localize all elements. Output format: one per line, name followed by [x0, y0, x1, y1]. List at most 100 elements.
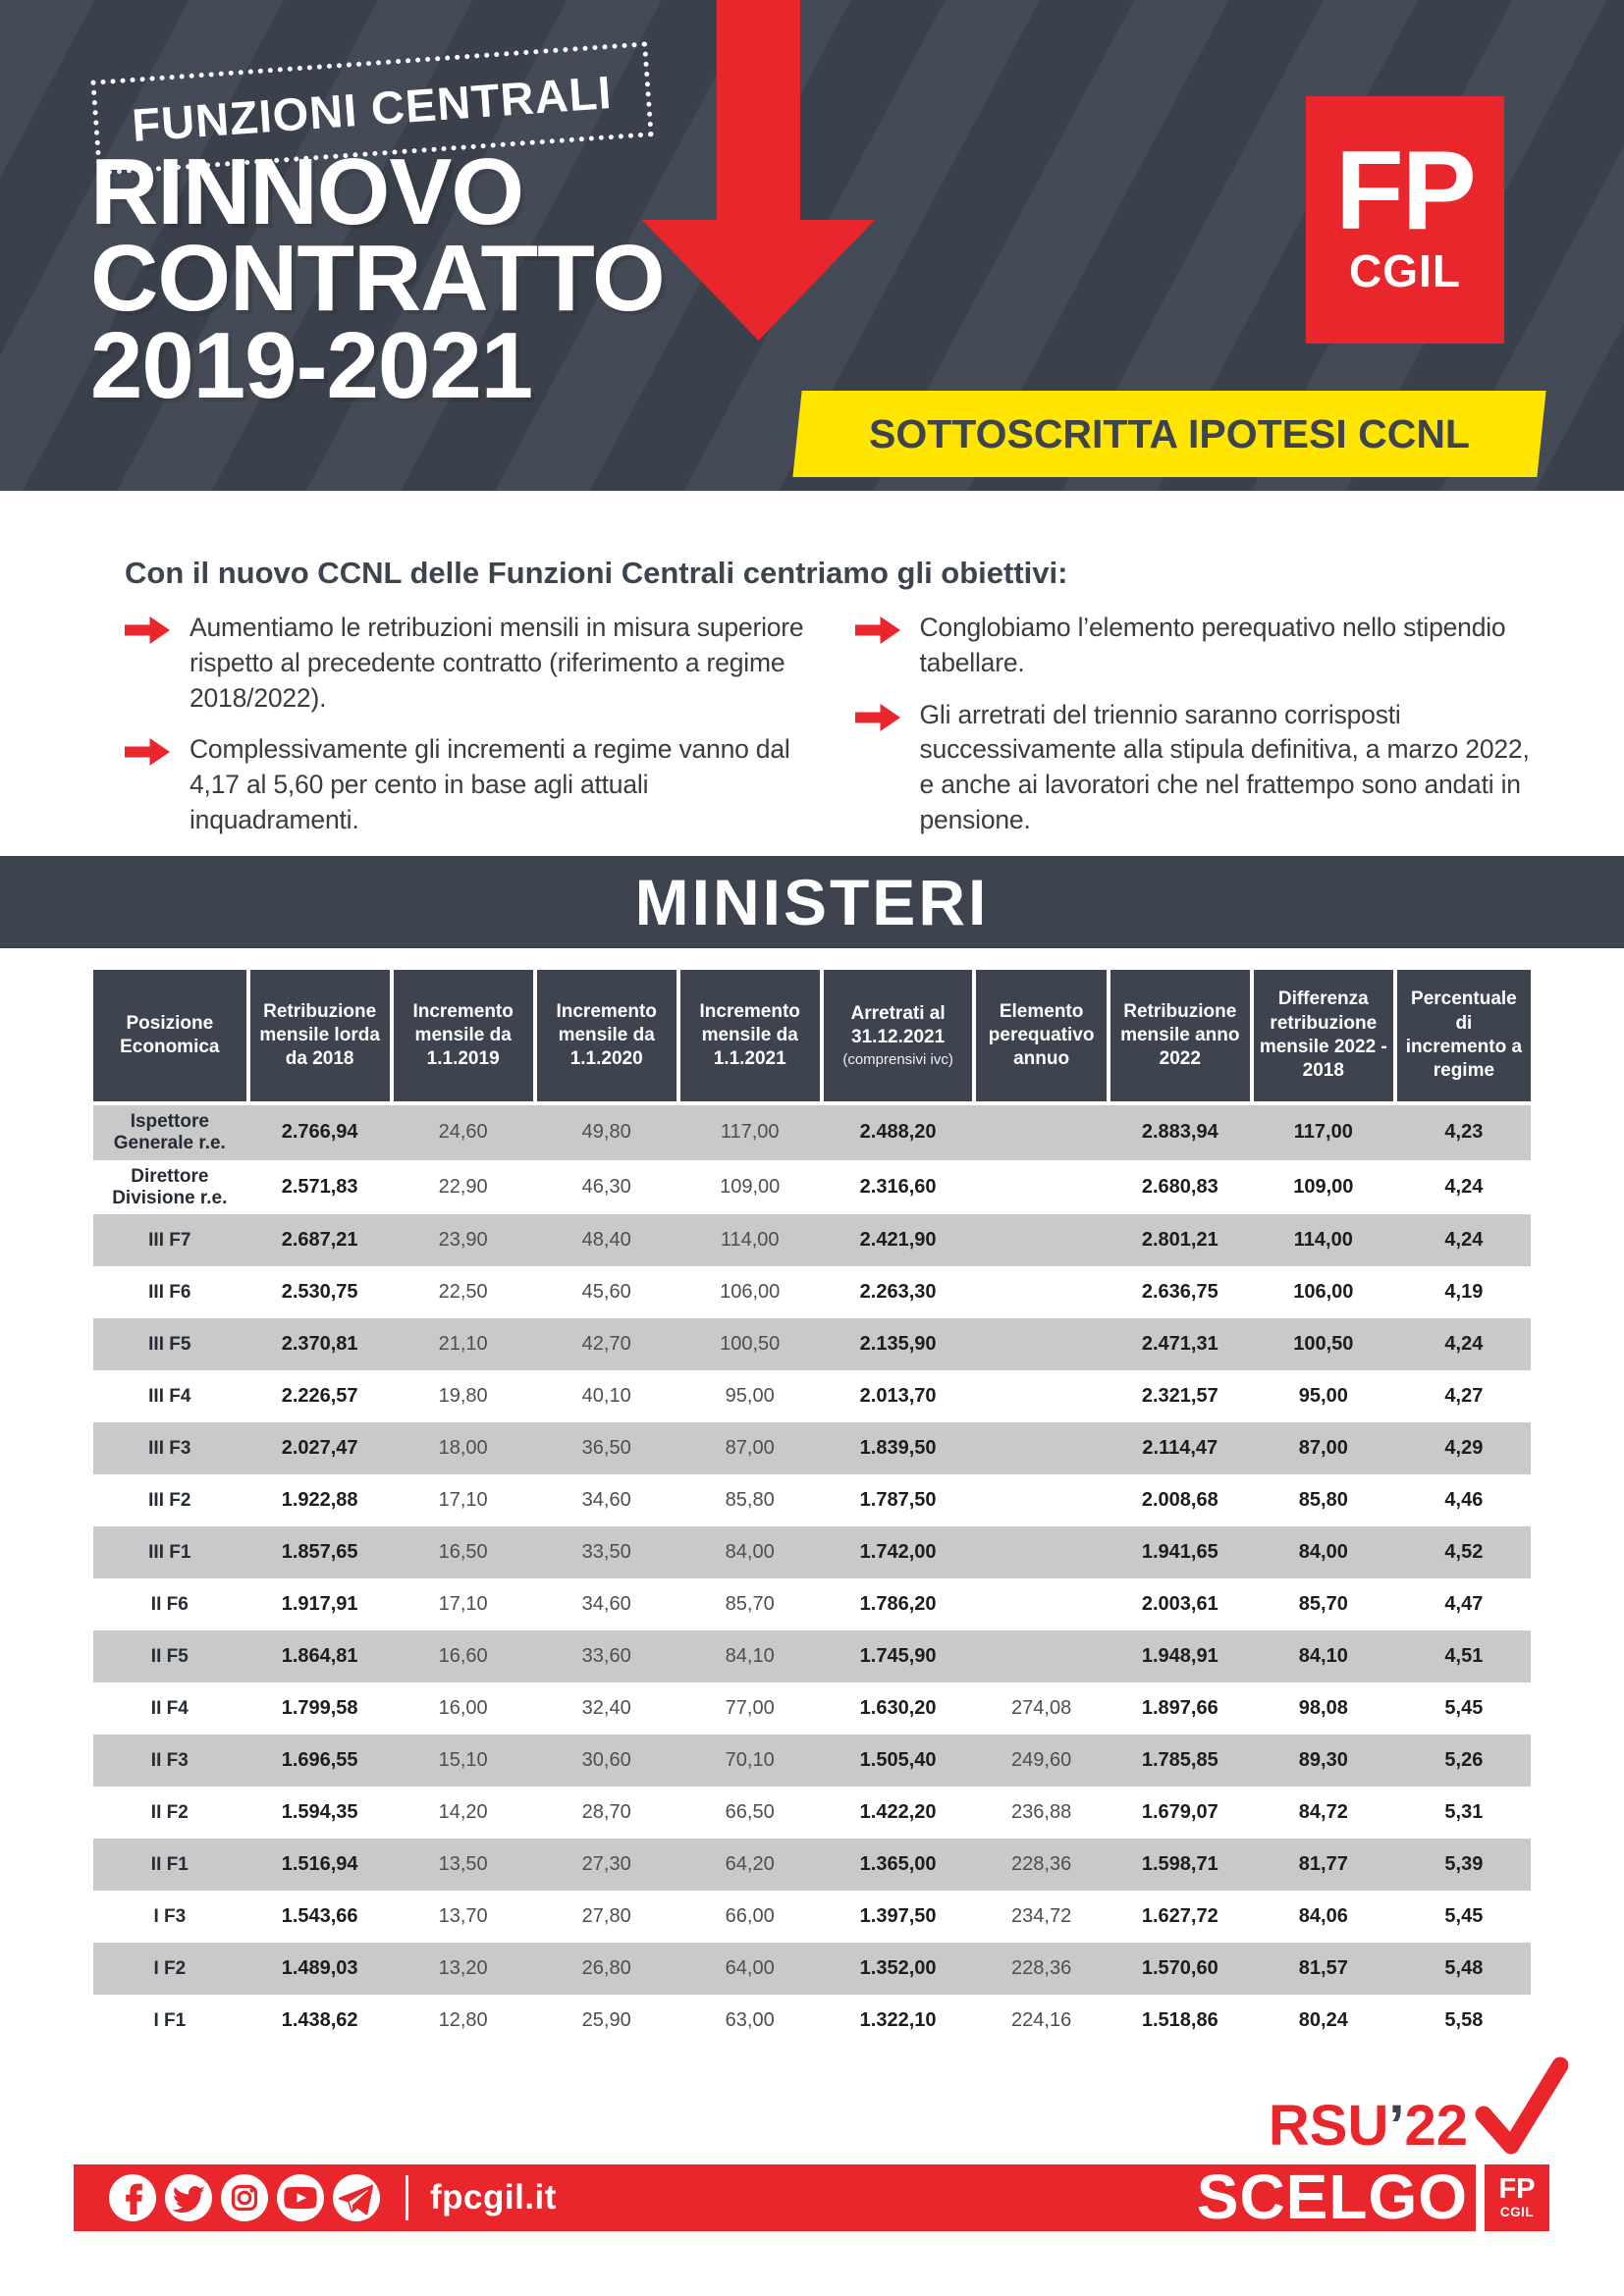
value-cell: 5,31: [1444, 1801, 1484, 1824]
position-cell: Direttore Divisione r.e.: [112, 1165, 228, 1208]
value-cell: 1.917,91: [281, 1593, 358, 1616]
youtube-icon[interactable]: [277, 2174, 324, 2221]
column-header-label: Percentuale di incremento a regime: [1405, 988, 1523, 1082]
value-cell: 64,20: [725, 1853, 775, 1876]
value-cell: 85,70: [725, 1593, 775, 1616]
table-row: III F7 2.687,21 23,90 48,40 114,00 2.421,90 2.…: [93, 1214, 1531, 1267]
title-line-2: CONTRATTO: [90, 226, 666, 332]
value-cell: 16,60: [438, 1645, 488, 1668]
mini-cgil-text: CGIL: [1499, 2204, 1535, 2219]
ipotesi-ccnl-banner: SOTTOSCRITTA IPOTESI CCNL: [797, 391, 1542, 477]
column-header: Incremento mensile da 1.1.2020: [536, 970, 677, 1101]
column-header-subtext: (comprensivi ivc): [842, 1051, 953, 1069]
value-cell: 1.365,00: [859, 1853, 937, 1876]
value-cell: 36,50: [581, 1437, 631, 1460]
value-cell: 1.941,65: [1141, 1541, 1218, 1564]
position-cell: III F2: [148, 1489, 191, 1511]
value-cell: 2.766,94: [281, 1121, 358, 1144]
facebook-icon[interactable]: [109, 2174, 156, 2221]
value-cell: 5,45: [1444, 1697, 1484, 1720]
value-cell: 30,60: [581, 1749, 631, 1772]
value-cell: 66,00: [725, 1905, 775, 1928]
value-cell: 1.543,66: [281, 1905, 358, 1928]
value-cell: 236,88: [1011, 1801, 1072, 1824]
value-cell: 228,36: [1011, 1853, 1072, 1876]
value-cell: 106,00: [720, 1281, 781, 1304]
objective-item: Complessivamente gli incrementi a regime…: [125, 732, 804, 837]
value-cell: 228,36: [1011, 1957, 1072, 1980]
objective-item: Aumentiamo le retribuzioni mensili in mi…: [125, 611, 804, 716]
column-header-label: Arretrati al 31.12.2021: [850, 1002, 946, 1047]
column-header: Retribuzione mensile anno 2022: [1110, 970, 1250, 1101]
value-cell: 80,24: [1298, 2009, 1348, 2032]
value-cell: 1.570,60: [1141, 1957, 1218, 1980]
value-cell: 45,60: [581, 1281, 631, 1304]
value-cell: 24,60: [438, 1121, 488, 1144]
twitter-icon[interactable]: [165, 2174, 212, 2221]
page-title: RINNOVO CONTRATTO 2019-2021: [90, 144, 666, 412]
table-row: I F3 1.543,66 13,70 27,80 66,00 1.397,50 234,7…: [93, 1891, 1531, 1944]
value-cell: 4,52: [1444, 1541, 1484, 1564]
value-cell: 18,00: [438, 1437, 488, 1460]
table-row: II F6 1.917,91 17,10 34,60 85,70 1.786,20 2.00…: [93, 1578, 1531, 1631]
value-cell: 22,50: [438, 1281, 488, 1304]
value-cell: 2.680,83: [1141, 1176, 1218, 1199]
position-cell: III F3: [148, 1437, 191, 1459]
rsu-text: RSU: [1268, 2094, 1389, 2158]
instagram-icon[interactable]: [221, 2174, 268, 2221]
column-header-label: Differenza retribuzione mensile 2022 - 2…: [1259, 988, 1387, 1082]
table-row: III F5 2.370,81 21,10 42,70 100,50 2.135,90 2.…: [93, 1318, 1531, 1371]
column-header-label: Incremento mensile da 1.1.2019: [412, 1000, 514, 1070]
footer-bar: fpcgil.it SCELGO: [74, 2164, 1476, 2231]
objectives-title: Con il nuovo CCNL delle Funzioni Central…: [125, 556, 1068, 590]
value-cell: 1.785,85: [1141, 1749, 1218, 1772]
value-cell: 1.598,71: [1141, 1853, 1218, 1876]
value-cell: 274,08: [1011, 1697, 1072, 1720]
value-cell: 2.801,21: [1141, 1229, 1218, 1252]
red-arrow-icon: [854, 703, 900, 731]
value-cell: 2.003,61: [1141, 1593, 1218, 1616]
website-link[interactable]: fpcgil.it: [430, 2178, 557, 2216]
down-arrow-icon: [642, 0, 875, 341]
position-cell: III F6: [148, 1281, 191, 1303]
value-cell: 2.421,90: [859, 1229, 937, 1252]
red-arrow-icon: [854, 616, 900, 644]
table-row: Direttore Divisione r.e. 2.571,83 22,90 46,…: [93, 1159, 1531, 1215]
table-row: III F2 1.922,88 17,10 34,60 85,80 1.787,50 2.0…: [93, 1474, 1531, 1527]
value-cell: 1.742,00: [859, 1541, 937, 1564]
value-cell: 1.745,90: [859, 1645, 937, 1668]
value-cell: 42,70: [581, 1333, 631, 1356]
value-cell: 13,70: [438, 1905, 488, 1928]
column-header-label: Incremento mensile da 1.1.2020: [556, 1000, 657, 1070]
position-cell: III F5: [148, 1333, 191, 1355]
table-row: III F1 1.857,65 16,50 33,50 84,00 1.742,00 1.9…: [93, 1526, 1531, 1579]
scelgo-wordmark: SCELGO: [1196, 2162, 1468, 2232]
objectives-left-column: Aumentiamo le retribuzioni mensili in mi…: [125, 611, 804, 855]
value-cell: 13,50: [438, 1853, 488, 1876]
table-row: III F6 2.530,75 22,50 45,60 106,00 2.263,30 2.…: [93, 1266, 1531, 1319]
value-cell: 109,00: [1293, 1176, 1354, 1199]
value-cell: 84,10: [1298, 1645, 1348, 1668]
objective-item: Gli arretrati del triennio saranno corri…: [854, 698, 1535, 838]
objectives-right-column: Conglobiamo l’elemento perequativo nello…: [854, 611, 1535, 855]
table-row: II F1 1.516,94 13,50 27,30 64,20 1.365,00 228,…: [93, 1839, 1531, 1892]
value-cell: 2.636,75: [1141, 1281, 1218, 1304]
objective-text: Complessivamente gli incrementi a regime…: [189, 734, 790, 834]
value-cell: 1.786,20: [859, 1593, 937, 1616]
value-cell: 1.518,86: [1141, 2009, 1218, 2032]
table-row: I F2 1.489,03 13,20 26,80 64,00 1.352,00 228,3…: [93, 1943, 1531, 1996]
checkmark-icon: [1475, 2056, 1568, 2155]
value-cell: 2.135,90: [859, 1333, 937, 1356]
telegram-icon[interactable]: [333, 2174, 380, 2221]
value-cell: 16,00: [438, 1697, 488, 1720]
value-cell: 117,00: [720, 1121, 780, 1144]
value-cell: 48,40: [581, 1229, 631, 1252]
value-cell: 2.883,94: [1141, 1121, 1218, 1144]
value-cell: 12,80: [438, 2009, 488, 2032]
value-cell: 4,19: [1444, 1281, 1484, 1304]
value-cell: 1.489,03: [281, 1957, 358, 1980]
value-cell: 63,00: [725, 2009, 775, 2032]
value-cell: 81,57: [1298, 1957, 1348, 1980]
value-cell: 77,00: [725, 1697, 775, 1720]
value-cell: 5,39: [1444, 1853, 1484, 1876]
